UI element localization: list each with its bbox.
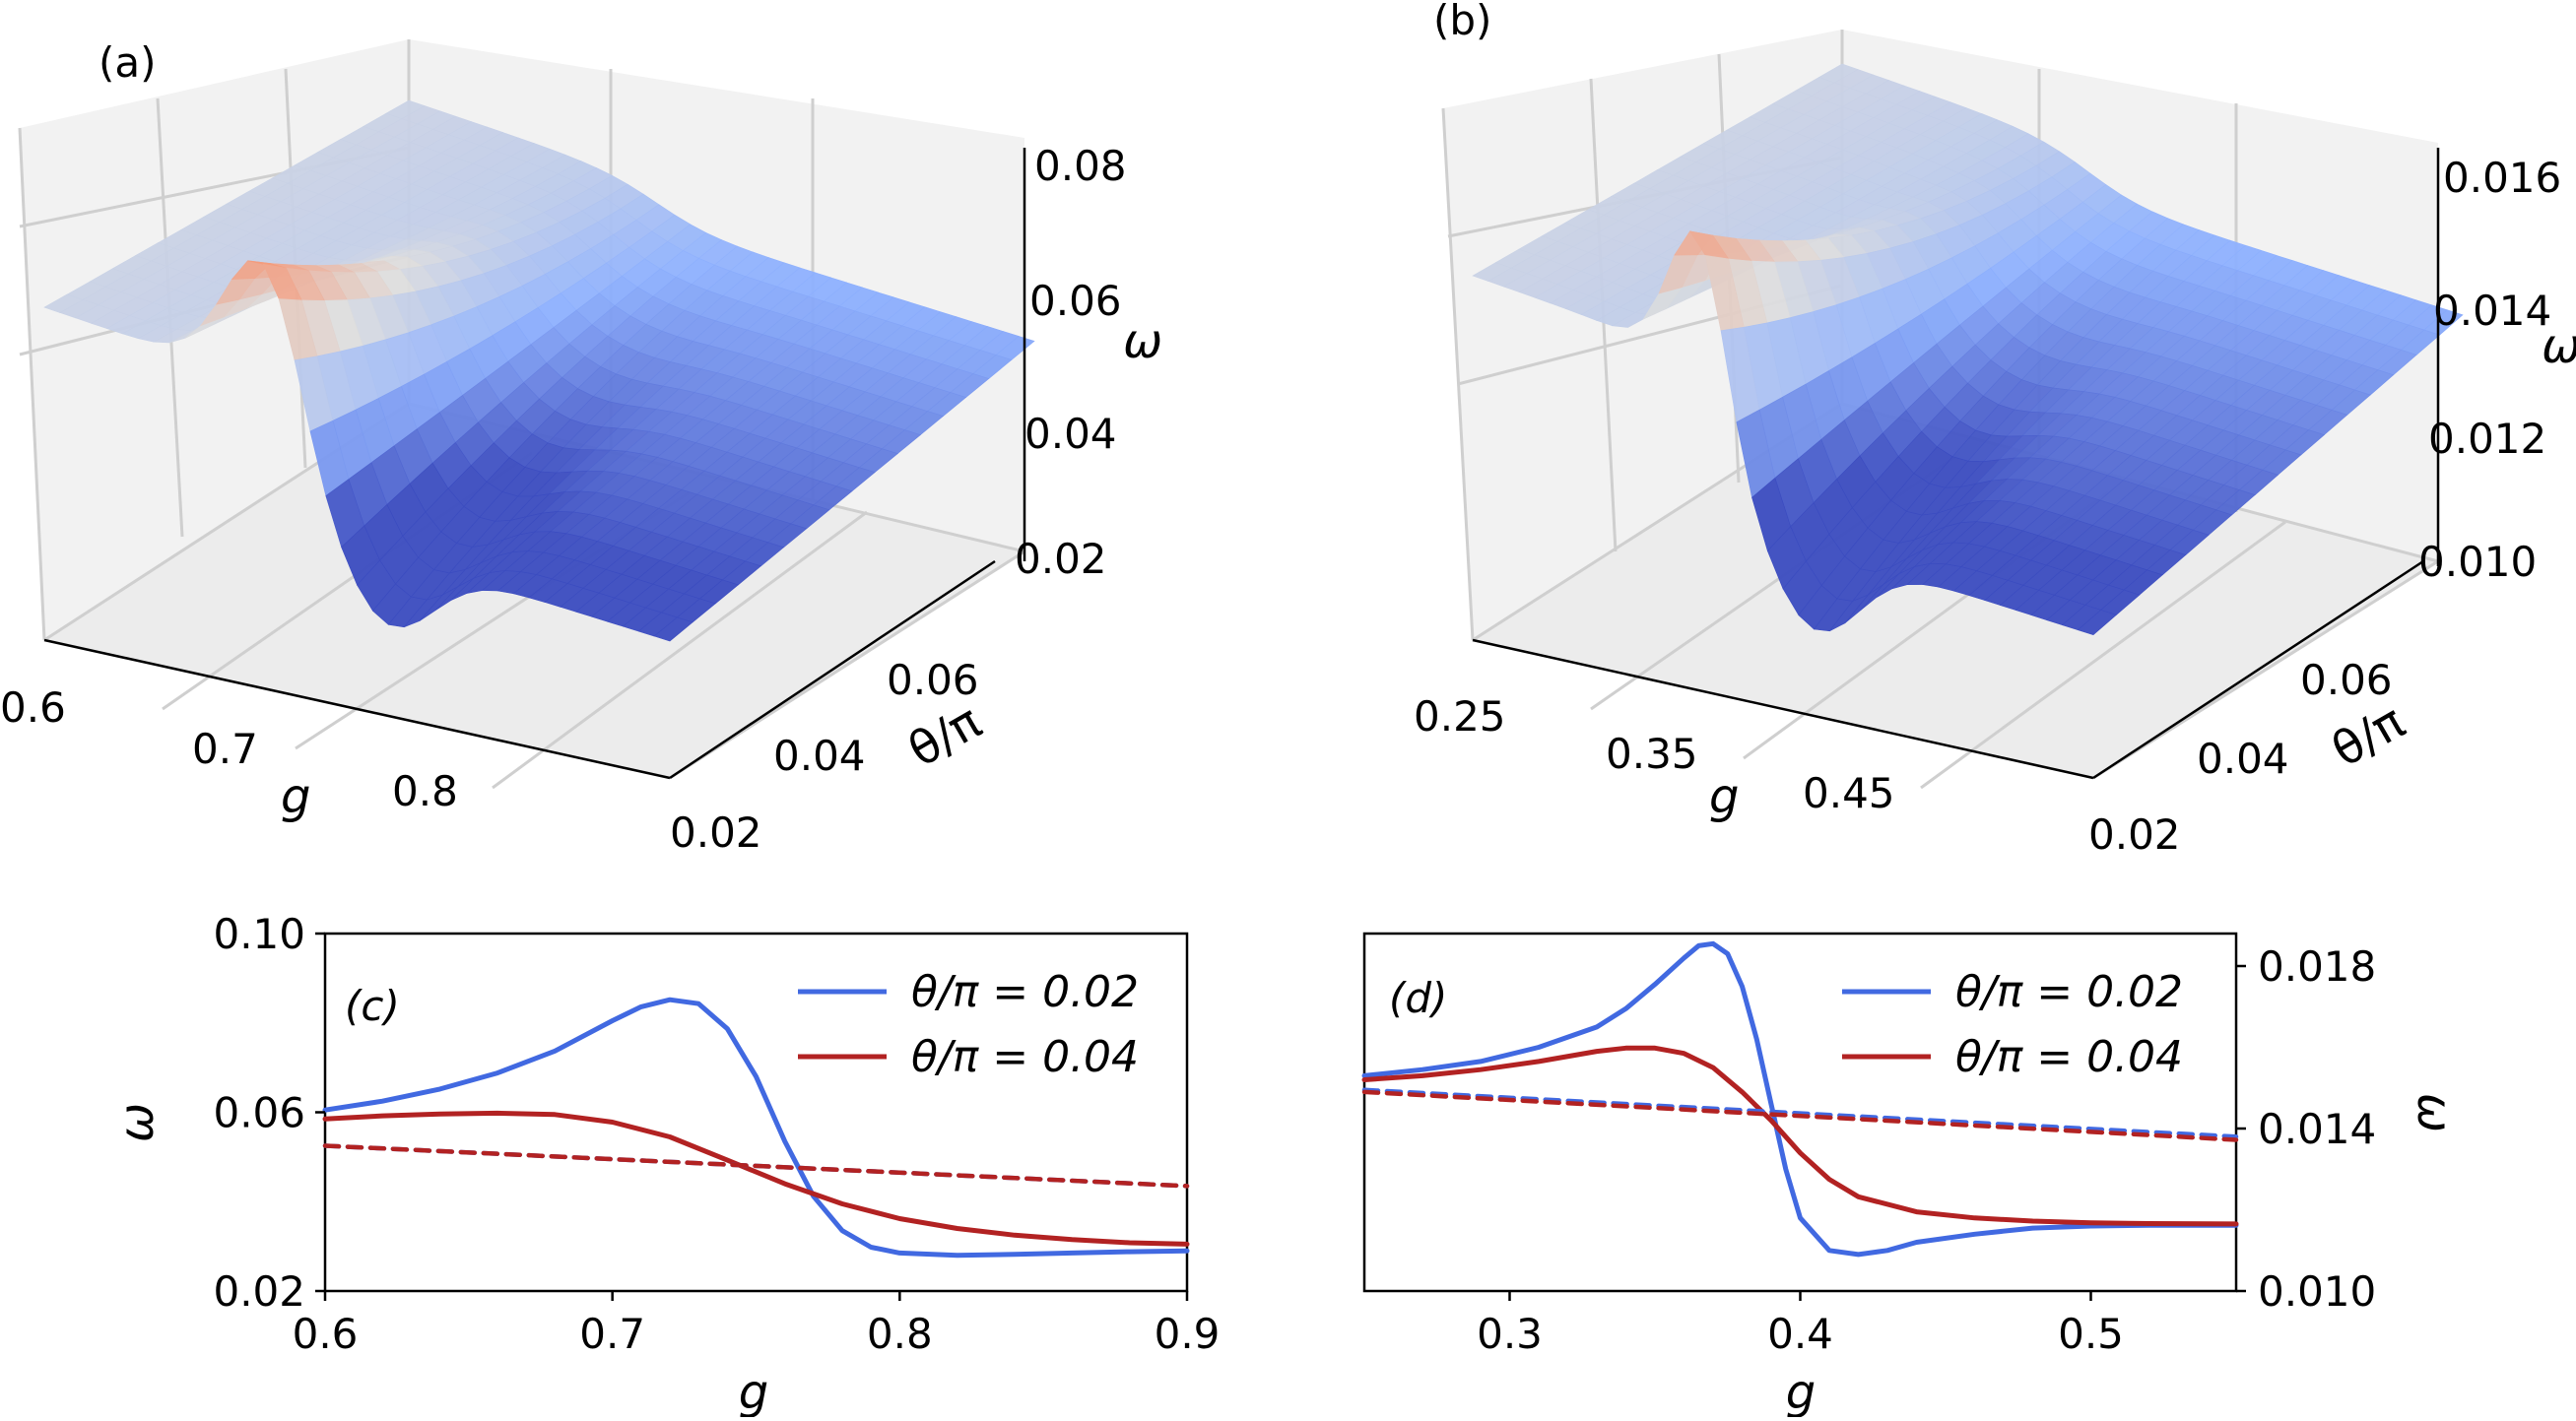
panel-b-ztick-0: 0.010 — [2418, 538, 2537, 586]
panel-d-legend: θ/π = 0.02 θ/π = 0.04 — [1842, 967, 2183, 1082]
panel-b-xtick-1: 0.35 — [1606, 730, 1698, 778]
panel-d-ytick-label-2: 0.018 — [2258, 942, 2376, 991]
panel-c-ytick-label-0: 0.02 — [213, 1267, 305, 1316]
panel-d-series-1 — [1361, 1045, 2239, 1227]
panel-b-xlabel: g — [1709, 769, 1739, 824]
panel-d-xtick-label-1: 0.4 — [1767, 1310, 1833, 1358]
panel-b-y-axis-line — [2092, 559, 2424, 780]
panel-b-x-axis-line — [1472, 638, 2094, 780]
panel-d-ylabel: ω — [2407, 1093, 2462, 1132]
panel-d-series-group — [1361, 940, 2239, 1258]
panel-c-legend: θ/π = 0.02 θ/π = 0.04 — [798, 967, 1139, 1082]
panel-a-label: (a) — [99, 38, 157, 87]
panel-d-ytick-label-1: 0.014 — [2258, 1105, 2376, 1153]
panel-a-x-axis-line — [43, 638, 671, 780]
panel-a-xtick-2: 0.8 — [392, 767, 458, 815]
panel-c-label: (c) — [345, 982, 400, 1030]
panel-d-ticks-group: 0.3 0.4 0.5 0.010 0.014 0.018 — [1477, 942, 2376, 1358]
panel-b-surface-mesh — [1472, 63, 2464, 636]
panel-c-series-1 — [322, 1110, 1190, 1247]
panel-c-ytick-label-1: 0.06 — [213, 1089, 305, 1137]
panel-d-label: (d) — [1389, 974, 1447, 1022]
panel-a-ylabel: θ/π — [899, 694, 990, 779]
panel-c-ticks-group: 0.6 0.7 0.8 0.9 0.02 0.06 0.10 — [213, 910, 1220, 1358]
panel-b-ytick-1: 0.04 — [2197, 735, 2289, 783]
panel-d-xtick-label-0: 0.3 — [1477, 1310, 1543, 1358]
panel-c-legend-label-1: θ/π = 0.04 — [911, 1032, 1139, 1082]
panel-b-3d-surface: (b) 0.25 0.35 0.45 g 0.02 0.04 0.06 θ/π … — [1414, 0, 2576, 859]
panel-d-line-plot: 0.3 0.4 0.5 0.010 0.014 0.018 (d) g ω θ/π = 0… — [1361, 932, 2462, 1420]
panel-c-ytick-label-2: 0.10 — [213, 910, 305, 958]
panel-a-xtick-0: 0.6 — [0, 683, 66, 732]
panel-a-ytick-2: 0.06 — [887, 656, 979, 704]
panel-d-ytick-label-0: 0.010 — [2258, 1267, 2376, 1316]
panel-a-surface-mesh — [43, 99, 1035, 642]
panel-c-xtick-label-0: 0.6 — [293, 1310, 359, 1358]
panel-c-xtick-label-1: 0.7 — [579, 1310, 645, 1358]
panel-b-ztick-2: 0.014 — [2433, 287, 2551, 335]
panel-c-series-group — [322, 997, 1190, 1259]
panel-b-label: (b) — [1433, 0, 1491, 44]
panel-c-xtick-label-3: 0.9 — [1155, 1310, 1221, 1358]
panel-d-legend-label-0: θ/π = 0.02 — [1955, 967, 2183, 1017]
panel-b-xtick-2: 0.45 — [1803, 769, 1895, 817]
panel-a-ztick-2: 0.06 — [1029, 277, 1122, 325]
panel-d-series-3 — [1361, 1089, 2239, 1142]
panel-a-ztick-0: 0.02 — [1015, 535, 1107, 583]
panel-a-ytick-0: 0.02 — [670, 808, 762, 857]
panel-a-y-axis-line — [669, 559, 996, 780]
panel-a-zlabel: ω — [1123, 314, 1162, 369]
panel-d-xlabel: g — [1786, 1365, 1816, 1417]
panel-a-surface-facet-639 — [653, 616, 694, 642]
panel-c-xtick-label-2: 0.8 — [867, 1310, 933, 1358]
panel-a-3d-surface: (a) 0.6 0.7 0.8 g 0.02 0.04 0.06 θ/π 0.0… — [0, 38, 1162, 857]
panel-a-xlabel: g — [281, 769, 310, 824]
panel-b-surface-facet-639 — [2077, 610, 2118, 636]
panel-b-zlabel: ω — [2542, 319, 2576, 374]
panel-a-xtick-1: 0.7 — [192, 725, 258, 773]
panel-b-ztick-3: 0.016 — [2443, 154, 2561, 202]
panel-c-line-plot: 0.6 0.7 0.8 0.9 0.02 0.06 0.10 (c) g ω θ/π = 0… — [109, 910, 1220, 1420]
panel-c-series-0 — [322, 997, 1190, 1259]
panel-b-xtick-0: 0.25 — [1414, 692, 1506, 741]
panel-a-ztick-3: 0.08 — [1034, 142, 1127, 190]
panel-b-ytick-0: 0.02 — [2088, 810, 2181, 859]
panel-b-ytick-2: 0.06 — [2300, 656, 2393, 704]
panel-d-xtick-label-2: 0.5 — [2058, 1310, 2124, 1358]
panel-c-legend-label-0: θ/π = 0.02 — [911, 967, 1139, 1017]
panel-a-ztick-1: 0.04 — [1024, 410, 1117, 458]
panel-d-series-2 — [1361, 1087, 2239, 1139]
panel-c-ylabel: ω — [109, 1103, 165, 1142]
panel-b-ylabel: θ/π — [2323, 694, 2413, 779]
panel-b-ztick-1: 0.012 — [2428, 415, 2546, 463]
panel-a-ytick-1: 0.04 — [773, 732, 866, 780]
panel-c-xlabel: g — [739, 1365, 768, 1417]
panel-c-series-3 — [322, 1143, 1190, 1189]
panel-d-series-0 — [1361, 940, 2239, 1258]
panel-d-legend-label-1: θ/π = 0.04 — [1955, 1032, 2183, 1082]
